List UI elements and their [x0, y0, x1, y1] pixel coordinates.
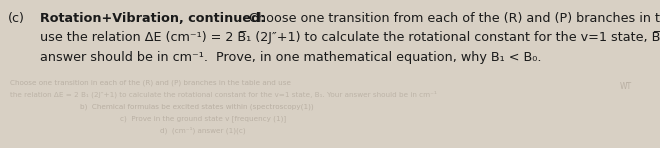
Text: Choose one transition in each of the (R) and (P) branches in the table and use: Choose one transition in each of the (R)… [10, 80, 291, 86]
Text: use the relation ΔE (cm⁻¹) = 2 B̅₁ (2J″+1) to calculate the rotational constant : use the relation ΔE (cm⁻¹) = 2 B̅₁ (2J″+… [40, 31, 660, 44]
Text: (c): (c) [8, 12, 25, 25]
Text: WT: WT [620, 82, 632, 91]
Text: Rotation+Vibration, continued:: Rotation+Vibration, continued: [40, 12, 265, 25]
Text: d)  (cm⁻¹) answer (1)(c): d) (cm⁻¹) answer (1)(c) [160, 127, 246, 135]
Text: b)  Chemical formulas be excited states within (spectroscopy(1)): b) Chemical formulas be excited states w… [80, 103, 314, 110]
Text: answer should be in cm⁻¹.  Prove, in one mathematical equation, why B₁ < B₀.: answer should be in cm⁻¹. Prove, in one … [40, 51, 541, 64]
Text: c)  Prove in the ground state v [frequency (1)]: c) Prove in the ground state v [frequenc… [120, 115, 286, 122]
Text: Choose one transition from each of the (R) and (P) branches in the table and: Choose one transition from each of the (… [245, 12, 660, 25]
Text: the relation ΔE = 2 B₁ (2J″+1) to calculate the rotational constant for the v=1 : the relation ΔE = 2 B₁ (2J″+1) to calcul… [10, 90, 437, 98]
